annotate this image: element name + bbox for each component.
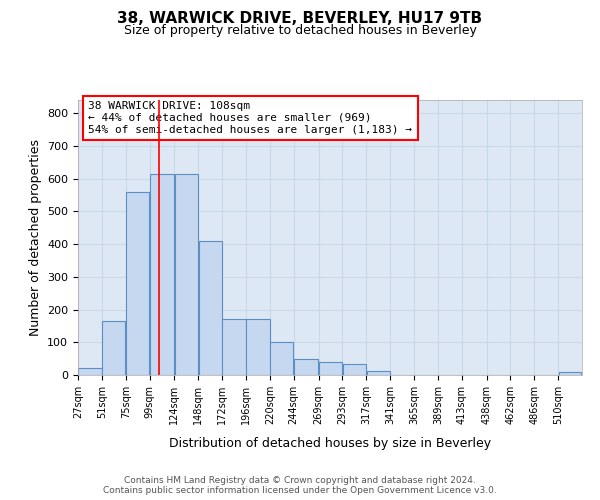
Text: 38 WARWICK DRIVE: 108sqm
← 44% of detached houses are smaller (969)
54% of semi-: 38 WARWICK DRIVE: 108sqm ← 44% of detach…	[88, 102, 412, 134]
Text: Size of property relative to detached houses in Beverley: Size of property relative to detached ho…	[124, 24, 476, 37]
Text: Contains HM Land Registry data © Crown copyright and database right 2024.
Contai: Contains HM Land Registry data © Crown c…	[103, 476, 497, 495]
Bar	[270, 342, 293, 375]
Bar	[343, 364, 366, 375]
Bar	[102, 321, 125, 375]
Bar	[559, 372, 581, 375]
Bar	[78, 368, 101, 375]
Bar	[175, 174, 198, 375]
Text: 38, WARWICK DRIVE, BEVERLEY, HU17 9TB: 38, WARWICK DRIVE, BEVERLEY, HU17 9TB	[118, 11, 482, 26]
Bar	[223, 320, 246, 375]
Y-axis label: Number of detached properties: Number of detached properties	[29, 139, 41, 336]
Text: Distribution of detached houses by size in Beverley: Distribution of detached houses by size …	[169, 438, 491, 450]
Bar	[126, 192, 149, 375]
Bar	[294, 358, 319, 375]
Bar	[319, 362, 342, 375]
Bar	[150, 174, 174, 375]
Bar	[367, 371, 390, 375]
Bar	[199, 241, 222, 375]
Bar	[246, 320, 269, 375]
